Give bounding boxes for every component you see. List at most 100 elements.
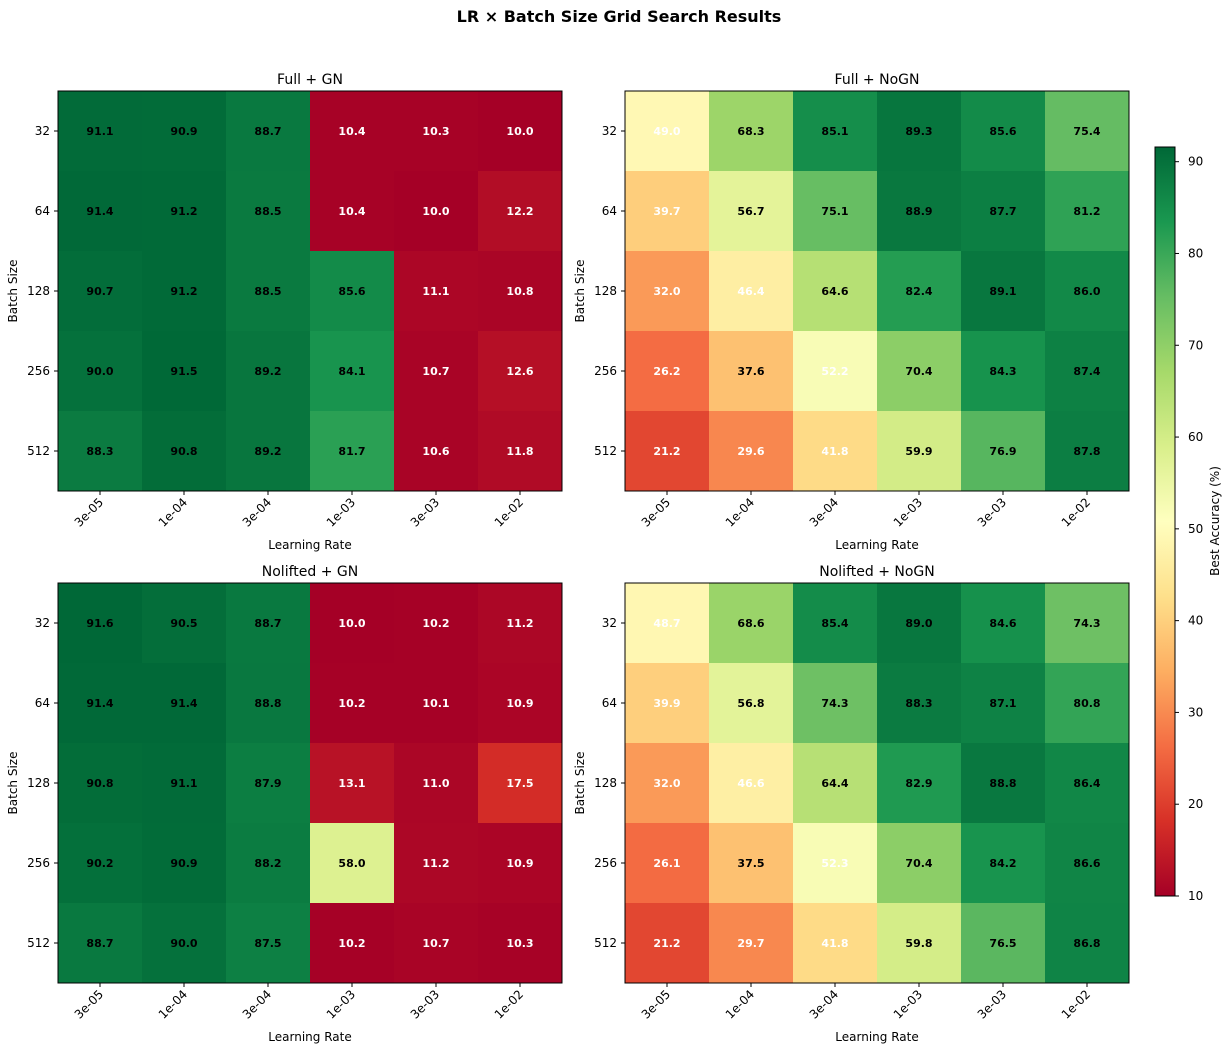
heatmap-cell bbox=[709, 823, 793, 903]
cell-value-label: 74.3 bbox=[1073, 617, 1100, 630]
heatmap-cell bbox=[709, 251, 793, 331]
heatmap-cell bbox=[142, 331, 226, 411]
colorbar-label: Best Accuracy (%) bbox=[1208, 466, 1222, 576]
heatmap-cell bbox=[1045, 331, 1129, 411]
heatmap-cell bbox=[310, 91, 394, 171]
heatmap-cell bbox=[394, 903, 478, 983]
cell-value-label: 68.6 bbox=[737, 617, 764, 630]
heatmap-cell bbox=[142, 411, 226, 491]
heatmap-cell bbox=[394, 171, 478, 251]
cell-value-label: 70.4 bbox=[905, 365, 932, 378]
y-tick-label: 256 bbox=[594, 364, 617, 378]
heatmap-cell bbox=[142, 903, 226, 983]
heatmap-cell bbox=[478, 743, 562, 823]
cell-value-label: 89.3 bbox=[905, 125, 932, 138]
cell-value-label: 88.3 bbox=[86, 445, 113, 458]
cell-value-label: 88.9 bbox=[905, 205, 932, 218]
cell-value-label: 85.6 bbox=[338, 285, 365, 298]
heatmap-cell bbox=[478, 171, 562, 251]
cell-value-label: 26.1 bbox=[653, 857, 680, 870]
heatmap-cell bbox=[142, 583, 226, 663]
heatmap-cell bbox=[226, 823, 310, 903]
cell-value-label: 21.2 bbox=[653, 937, 680, 950]
x-tick-label: 3e-05 bbox=[639, 987, 673, 1021]
colorbar: 10 20 30 40 50 60 70 80 90 Best Accuracy (%) bbox=[1154, 146, 1222, 903]
cell-value-label: 12.2 bbox=[506, 205, 533, 218]
heatmap-cell bbox=[1045, 903, 1129, 983]
cell-value-label: 64.4 bbox=[821, 777, 848, 790]
cell-value-label: 88.7 bbox=[254, 617, 281, 630]
heatmap-cell bbox=[226, 583, 310, 663]
x-axis-label: Learning Rate bbox=[835, 538, 918, 552]
cell-value-label: 88.7 bbox=[86, 937, 113, 950]
cell-value-label: 10.0 bbox=[338, 617, 365, 630]
heatmap-cell bbox=[394, 743, 478, 823]
cell-value-label: 87.8 bbox=[1073, 445, 1100, 458]
cell-value-label: 37.6 bbox=[737, 365, 764, 378]
heatmap-cell bbox=[142, 663, 226, 743]
y-tick-label: 32 bbox=[35, 124, 50, 138]
heatmap-cell bbox=[142, 743, 226, 823]
heatmap-cell bbox=[709, 903, 793, 983]
cell-value-label: 90.2 bbox=[86, 857, 113, 870]
cell-value-label: 59.8 bbox=[905, 937, 932, 950]
cell-value-label: 75.1 bbox=[821, 205, 848, 218]
cell-value-label: 87.9 bbox=[254, 777, 281, 790]
cell-value-label: 84.2 bbox=[989, 857, 1016, 870]
cell-value-label: 46.4 bbox=[737, 285, 764, 298]
y-axis-label: Batch Size bbox=[6, 752, 20, 815]
cell-value-label: 11.0 bbox=[422, 777, 449, 790]
cell-value-label: 10.4 bbox=[338, 205, 365, 218]
heatmap-cell bbox=[793, 583, 877, 663]
cell-value-label: 10.2 bbox=[422, 617, 449, 630]
cell-value-label: 87.4 bbox=[1073, 365, 1100, 378]
y-tick-label: 64 bbox=[602, 204, 617, 218]
cell-value-label: 74.3 bbox=[821, 697, 848, 710]
cell-value-label: 10.3 bbox=[506, 937, 533, 950]
heatmap-cell bbox=[877, 903, 961, 983]
cell-value-label: 81.7 bbox=[338, 445, 365, 458]
colorbar-ticks: 10 20 30 40 50 60 70 80 90 bbox=[1175, 155, 1203, 903]
panel-title: Full + GN bbox=[277, 72, 343, 88]
cell-value-label: 59.9 bbox=[905, 445, 932, 458]
cell-value-label: 39.9 bbox=[653, 697, 680, 710]
cell-value-label: 49.0 bbox=[653, 125, 680, 138]
heatmap-cell bbox=[877, 331, 961, 411]
heatmap-cell bbox=[709, 411, 793, 491]
cell-value-label: 86.4 bbox=[1073, 777, 1100, 790]
x-tick-label: 1e-02 bbox=[1059, 987, 1093, 1021]
heatmap-cell bbox=[226, 251, 310, 331]
heatmap-cell bbox=[226, 903, 310, 983]
cell-value-label: 86.8 bbox=[1073, 937, 1100, 950]
heatmap-cell bbox=[793, 743, 877, 823]
heatmap-cell bbox=[961, 823, 1045, 903]
cell-value-label: 89.1 bbox=[989, 285, 1016, 298]
heatmap-cell bbox=[142, 171, 226, 251]
x-tick-label: 3e-03 bbox=[408, 987, 442, 1021]
cell-value-label: 90.5 bbox=[170, 617, 197, 630]
cell-value-label: 11.8 bbox=[506, 445, 533, 458]
heatmap-cell bbox=[961, 411, 1045, 491]
y-tick-label: 128 bbox=[594, 776, 617, 790]
heatmap-cell bbox=[625, 251, 709, 331]
x-tick-label: 3e-04 bbox=[807, 987, 841, 1021]
heatmap-cell bbox=[961, 903, 1045, 983]
y-tick-label: 64 bbox=[602, 696, 617, 710]
heatmap-cell bbox=[961, 663, 1045, 743]
cell-value-label: 75.4 bbox=[1073, 125, 1100, 138]
x-tick-label: 1e-04 bbox=[723, 495, 757, 529]
heatmap-cell bbox=[877, 823, 961, 903]
heatmap-cell bbox=[142, 251, 226, 331]
cell-value-label: 90.0 bbox=[86, 365, 113, 378]
cell-value-label: 52.3 bbox=[821, 857, 848, 870]
heatmap-cell bbox=[58, 411, 142, 491]
heatmap-cell bbox=[709, 743, 793, 823]
cell-value-label: 91.6 bbox=[86, 617, 113, 630]
heatmap-cell bbox=[793, 663, 877, 743]
y-tick-label: 512 bbox=[27, 444, 50, 458]
heatmap-cell bbox=[1045, 251, 1129, 331]
cell-value-label: 10.3 bbox=[422, 125, 449, 138]
colorbar-tick-label: 70 bbox=[1188, 338, 1203, 352]
cell-value-label: 89.0 bbox=[905, 617, 932, 630]
colorbar-gradient bbox=[1154, 146, 1176, 897]
